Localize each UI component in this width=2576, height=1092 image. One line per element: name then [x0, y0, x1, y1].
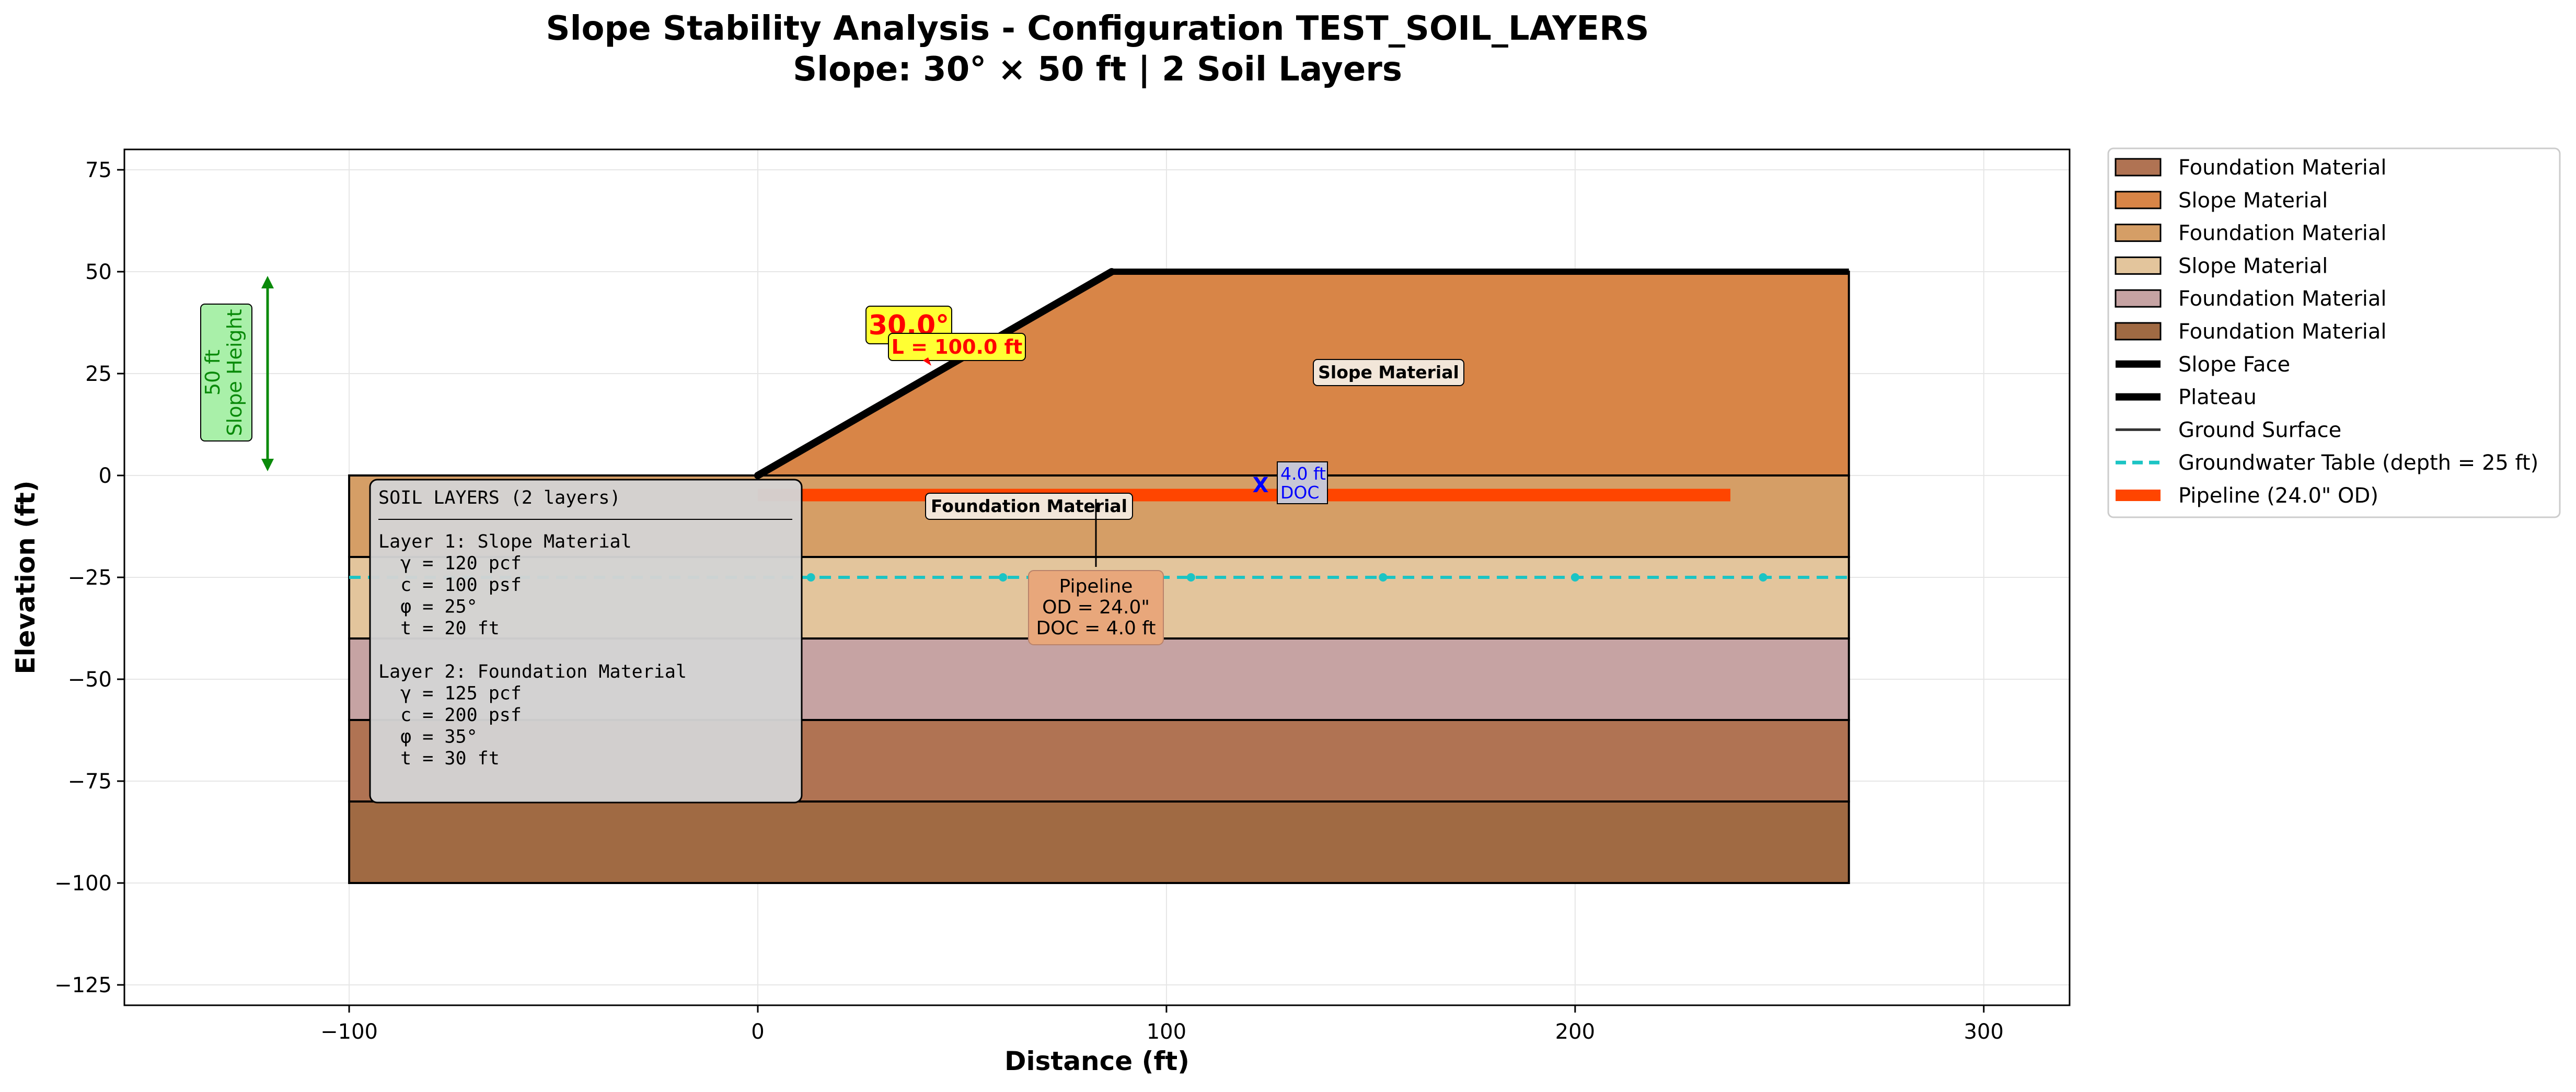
- soil-info-line: t = 20 ft: [378, 618, 500, 639]
- x-tick-label: 0: [751, 1020, 764, 1044]
- legend: Foundation Material Slope Material Foundat…: [2107, 147, 2561, 518]
- y-tick-label: 25: [85, 362, 112, 386]
- legend-swatch: [2115, 256, 2162, 275]
- legend-label: Pipeline (24.0" OD): [2178, 484, 2378, 508]
- y-tick-label: −50: [68, 668, 112, 692]
- legend-label: Groundwater Table (depth = 25 ft): [2178, 451, 2538, 475]
- arrow-down-icon: [261, 459, 274, 471]
- x-tick-label: −100: [320, 1020, 378, 1044]
- legend-label: Plateau: [2178, 386, 2257, 410]
- legend-swatch: [2115, 191, 2162, 210]
- arrow-up-icon: [261, 276, 274, 288]
- x-tick-label: 300: [1964, 1020, 2004, 1044]
- slope-angle-annotation: 30.0° L = 100.0 ft: [865, 306, 1026, 366]
- soil-info-panel: [369, 479, 803, 804]
- y-tick-label: −75: [68, 770, 112, 794]
- y-tick-label: −125: [54, 973, 112, 997]
- y-axis-ticks: 75 50 25 0 −25 −50 −75 −100 −125: [54, 158, 124, 997]
- slope-material-label-box: [1313, 359, 1464, 386]
- y-tick-label: 50: [85, 260, 112, 284]
- soil-info-line: c = 100 psf: [378, 575, 522, 596]
- x-tick-label: 200: [1555, 1020, 1595, 1044]
- y-axis-label: Elevation (ft): [10, 480, 41, 674]
- slope-height-label-caption: Slope Height: [223, 309, 246, 436]
- groundwater-marker: [1570, 573, 1579, 582]
- legend-label: Foundation Material: [2178, 320, 2387, 344]
- legend-label: Slope Material: [2178, 189, 2328, 213]
- soil-info-line: φ = 35°: [378, 727, 478, 748]
- y-tick-label: −100: [54, 872, 112, 896]
- legend-label: Slope Material: [2178, 254, 2328, 278]
- groundwater-marker: [806, 573, 815, 582]
- foundation-material-label: Foundation Material: [931, 496, 1127, 516]
- soil-info-line: γ = 120 pcf: [378, 553, 522, 574]
- doc-label-box: [1277, 461, 1328, 504]
- length-label-box: [888, 333, 1026, 361]
- pipeline-annotation: Pipeline OD = 24.0" DOC = 4.0 ft: [1028, 499, 1164, 645]
- soil-info-line: c = 200 psf: [378, 705, 522, 726]
- slope-material-annotation: Slope Material: [1313, 359, 1464, 386]
- y-tick-label: 0: [99, 464, 112, 488]
- soil-info-line: Layer 2: Foundation Material: [378, 661, 687, 682]
- x-axis-ticks: −100 0 100 200 300: [320, 1005, 2004, 1044]
- slope-height-indicator: 50 ft Slope Height: [200, 276, 274, 471]
- legend-swatch: [2115, 322, 2162, 341]
- groundwater-marker: [999, 573, 1008, 582]
- length-label: L = 100.0 ft: [892, 335, 1023, 358]
- soil-layers-info-box: SOIL LAYERS (2 layers) Layer 1: Slope Ma…: [369, 479, 803, 804]
- groundwater-marker: [1379, 573, 1388, 582]
- groundwater-marker: [1759, 573, 1768, 582]
- chart-title-line-2: Slope: 30° × 50 ft | 2 Soil Layers: [793, 50, 1402, 89]
- legend-items: Foundation Material Slope Material Foundat…: [2115, 156, 2538, 508]
- chart-title-line-1: Slope Stability Analysis - Configuration…: [546, 9, 1649, 48]
- soil-info-line: φ = 25°: [378, 597, 478, 618]
- legend-label: Ground Surface: [2178, 418, 2341, 442]
- soil-layer-band: [348, 800, 1850, 884]
- pipeline-label-doc: DOC = 4.0 ft: [1036, 618, 1156, 639]
- foundation-material-label-box: [925, 493, 1133, 520]
- soil-info-line: γ = 125 pcf: [378, 683, 522, 704]
- y-tick-label: −25: [68, 566, 112, 590]
- soil-info-line: t = 30 ft: [378, 748, 500, 769]
- legend-swatch: [2115, 158, 2162, 177]
- groundwater-marker: [1186, 573, 1195, 582]
- pipeline-label-od: OD = 24.0": [1042, 597, 1150, 618]
- foundation-material-annotation: Foundation Material: [925, 493, 1133, 520]
- x-axis-label: Distance (ft): [1004, 1046, 1189, 1076]
- legend-swatch: [2115, 224, 2162, 242]
- doc-annotation: X 4.0 ft DOC: [1253, 461, 1328, 504]
- legend-frame: [2107, 147, 2561, 518]
- y-tick-label: 75: [85, 158, 112, 182]
- legend-label: Foundation Material: [2178, 222, 2387, 246]
- legend-label: Foundation Material: [2178, 287, 2387, 311]
- slope-height-label-box: [200, 304, 252, 442]
- soil-info-line: Layer 1: Slope Material: [378, 531, 632, 552]
- legend-label: Foundation Material: [2178, 156, 2387, 180]
- slope-height-label-value: 50 ft: [201, 350, 224, 396]
- slope-material-label: Slope Material: [1318, 362, 1459, 382]
- doc-marker: X: [1253, 473, 1269, 497]
- arrow-pointer-icon: [923, 357, 931, 366]
- pipeline-label-box: [1028, 570, 1164, 645]
- x-tick-label: 100: [1147, 1020, 1186, 1044]
- doc-label-caption: DOC: [1280, 482, 1319, 503]
- pipeline-label-title: Pipeline: [1059, 576, 1133, 597]
- soil-info-title: SOIL LAYERS (2 layers): [378, 487, 621, 508]
- slope-face-line: [754, 268, 1116, 479]
- soil-info-lines: Layer 1: Slope Material γ = 120 pcf c = …: [378, 531, 687, 769]
- legend-label: Slope Face: [2178, 353, 2290, 377]
- doc-label-value: 4.0 ft: [1280, 463, 1326, 484]
- legend-swatch: [2115, 289, 2162, 308]
